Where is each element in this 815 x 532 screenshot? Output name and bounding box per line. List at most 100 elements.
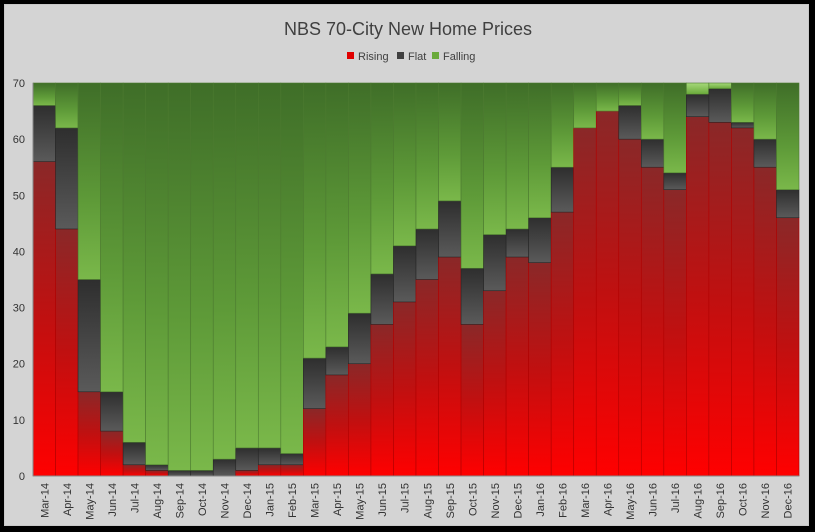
x-tick-label: Dec-16 (783, 483, 795, 518)
chart-frame: NBS 70-City New Home Prices Rising Flat … (4, 4, 809, 526)
bar-rising-Nov-15 (483, 290, 507, 477)
y-tick-label: 20 (13, 359, 25, 371)
y-tick-label: 50 (13, 190, 25, 202)
chart-canvas: NBS 70-City New Home Prices Rising Flat … (13, 19, 800, 520)
x-tick-label: Jul-14 (129, 483, 141, 513)
bar-falling-Aug-14 (145, 82, 169, 466)
bar-flat-Apr-14 (55, 127, 79, 230)
bar-falling-Jul-15 (393, 82, 417, 247)
bar-rising-Jan-15 (257, 464, 282, 477)
bar-falling-Nov-15 (483, 82, 507, 235)
x-tick-label: Sep-15 (445, 483, 457, 518)
bar-falling-Oct-14 (190, 82, 214, 471)
x-tick-label: Sep-16 (715, 483, 727, 518)
bar-falling-Nov-16 (753, 82, 777, 140)
bar-falling-Jun-15 (370, 82, 394, 275)
bar-falling-Dec-14 (235, 82, 259, 449)
bar-flat-Sep-15 (438, 200, 462, 258)
bar-rising-Nov-16 (753, 166, 777, 477)
bar-rising-Feb-16 (550, 211, 575, 477)
bar-rising-May-16 (618, 138, 642, 477)
bar-rising-Oct-15 (460, 324, 484, 477)
y-tick-label: 30 (13, 303, 25, 315)
legend-label-falling: Falling (443, 51, 475, 63)
legend-swatch-falling (432, 52, 439, 59)
bar-flat-May-14 (77, 279, 101, 393)
x-tick-label: Nov-14 (220, 483, 232, 518)
bar-falling-Jul-16 (663, 82, 687, 174)
bar-falling-Sep-16 (708, 82, 732, 89)
x-tick-label: Oct-14 (197, 483, 209, 516)
bar-falling-Nov-14 (212, 82, 237, 460)
bar-rising-Feb-15 (280, 464, 304, 477)
bar-flat-Jul-15 (393, 245, 417, 303)
bar-falling-Jul-14 (122, 82, 146, 443)
chart-title: NBS 70-City New Home Prices (284, 19, 532, 39)
x-tick-label: Nov-15 (490, 483, 502, 518)
bar-rising-Apr-15 (325, 374, 349, 477)
legend-swatch-flat (397, 52, 404, 59)
bar-falling-Apr-16 (595, 82, 620, 112)
x-tick-label: Apr-16 (603, 483, 615, 516)
bar-flat-Feb-15 (280, 453, 304, 466)
bar-falling-Jan-16 (528, 82, 552, 219)
x-tick-label: Mar-14 (39, 483, 51, 518)
bar-flat-Oct-14 (190, 470, 214, 477)
bar-rising-Mar-16 (573, 127, 597, 477)
bar-flat-Jun-16 (640, 138, 665, 168)
x-tick-label: Mar-16 (580, 483, 592, 518)
x-tick-label: Jun-15 (377, 483, 389, 517)
y-axis: 0 10 20 30 40 50 60 70 (13, 78, 34, 483)
bar-flat-Dec-14 (235, 447, 259, 471)
bar-falling-May-15 (348, 82, 372, 314)
bar-rising-Sep-16 (708, 122, 732, 477)
x-tick-label: Oct-15 (467, 483, 479, 516)
x-tick-label: Feb-15 (287, 483, 299, 518)
x-tick-label: Jun-16 (648, 483, 660, 517)
bar-rising-Apr-14 (55, 228, 79, 477)
x-tick-label: Jun-14 (107, 483, 119, 517)
x-tick-label: Nov-16 (760, 483, 772, 518)
bar-falling-Dec-16 (776, 82, 800, 190)
bar-rising-Apr-16 (595, 110, 620, 477)
x-tick-label: Aug-15 (422, 483, 434, 518)
x-tick-label: Sep-14 (174, 483, 186, 518)
bar-rising-Aug-16 (686, 116, 710, 477)
bar-rising-Jul-16 (663, 189, 687, 477)
legend-label-flat: Flat (408, 51, 426, 63)
bar-falling-Jun-14 (100, 82, 124, 393)
bar-flat-Nov-14 (212, 458, 237, 477)
y-tick-label: 10 (13, 415, 25, 427)
bar-falling-Jun-16 (640, 82, 665, 140)
bar-rising-Mar-14 (32, 161, 56, 477)
bar-rising-Jun-16 (640, 166, 665, 477)
bar-flat-May-16 (618, 105, 642, 140)
y-tick-label: 40 (13, 246, 25, 258)
bar-rising-May-15 (348, 363, 372, 477)
bar-rising-Oct-16 (731, 127, 755, 477)
x-axis: Mar-14 Apr-14 May-14 Jun-14 Jul-14 Aug-14 Sep-… (33, 475, 799, 520)
bar-flat-Aug-16 (686, 93, 710, 117)
x-tick-label: Jul-16 (670, 483, 682, 513)
bar-rising-Dec-15 (505, 256, 529, 477)
bar-falling-Mar-14 (32, 82, 56, 106)
bar-flat-Mar-15 (303, 357, 327, 409)
bar-rising-Mar-15 (303, 408, 327, 477)
bar-flat-Feb-16 (550, 166, 575, 213)
x-tick-label: Apr-14 (62, 483, 74, 516)
bar-flat-Sep-16 (708, 88, 732, 123)
legend: Rising Flat Falling (347, 51, 475, 63)
plot-area (32, 82, 800, 477)
bar-flat-Aug-15 (415, 228, 439, 280)
bar-falling-Sep-15 (438, 82, 462, 202)
bar-flat-Jan-15 (257, 447, 282, 466)
x-tick-label: Apr-15 (332, 483, 344, 516)
x-tick-label: Dec-14 (242, 483, 254, 518)
bar-falling-Jan-15 (257, 82, 282, 449)
x-tick-label: Mar-15 (310, 483, 322, 518)
bar-falling-Apr-15 (325, 82, 349, 348)
bar-rising-Aug-14 (145, 470, 169, 477)
bar-rising-Jun-15 (370, 324, 394, 477)
bar-flat-Jun-15 (370, 273, 394, 325)
bar-falling-May-16 (618, 82, 642, 106)
